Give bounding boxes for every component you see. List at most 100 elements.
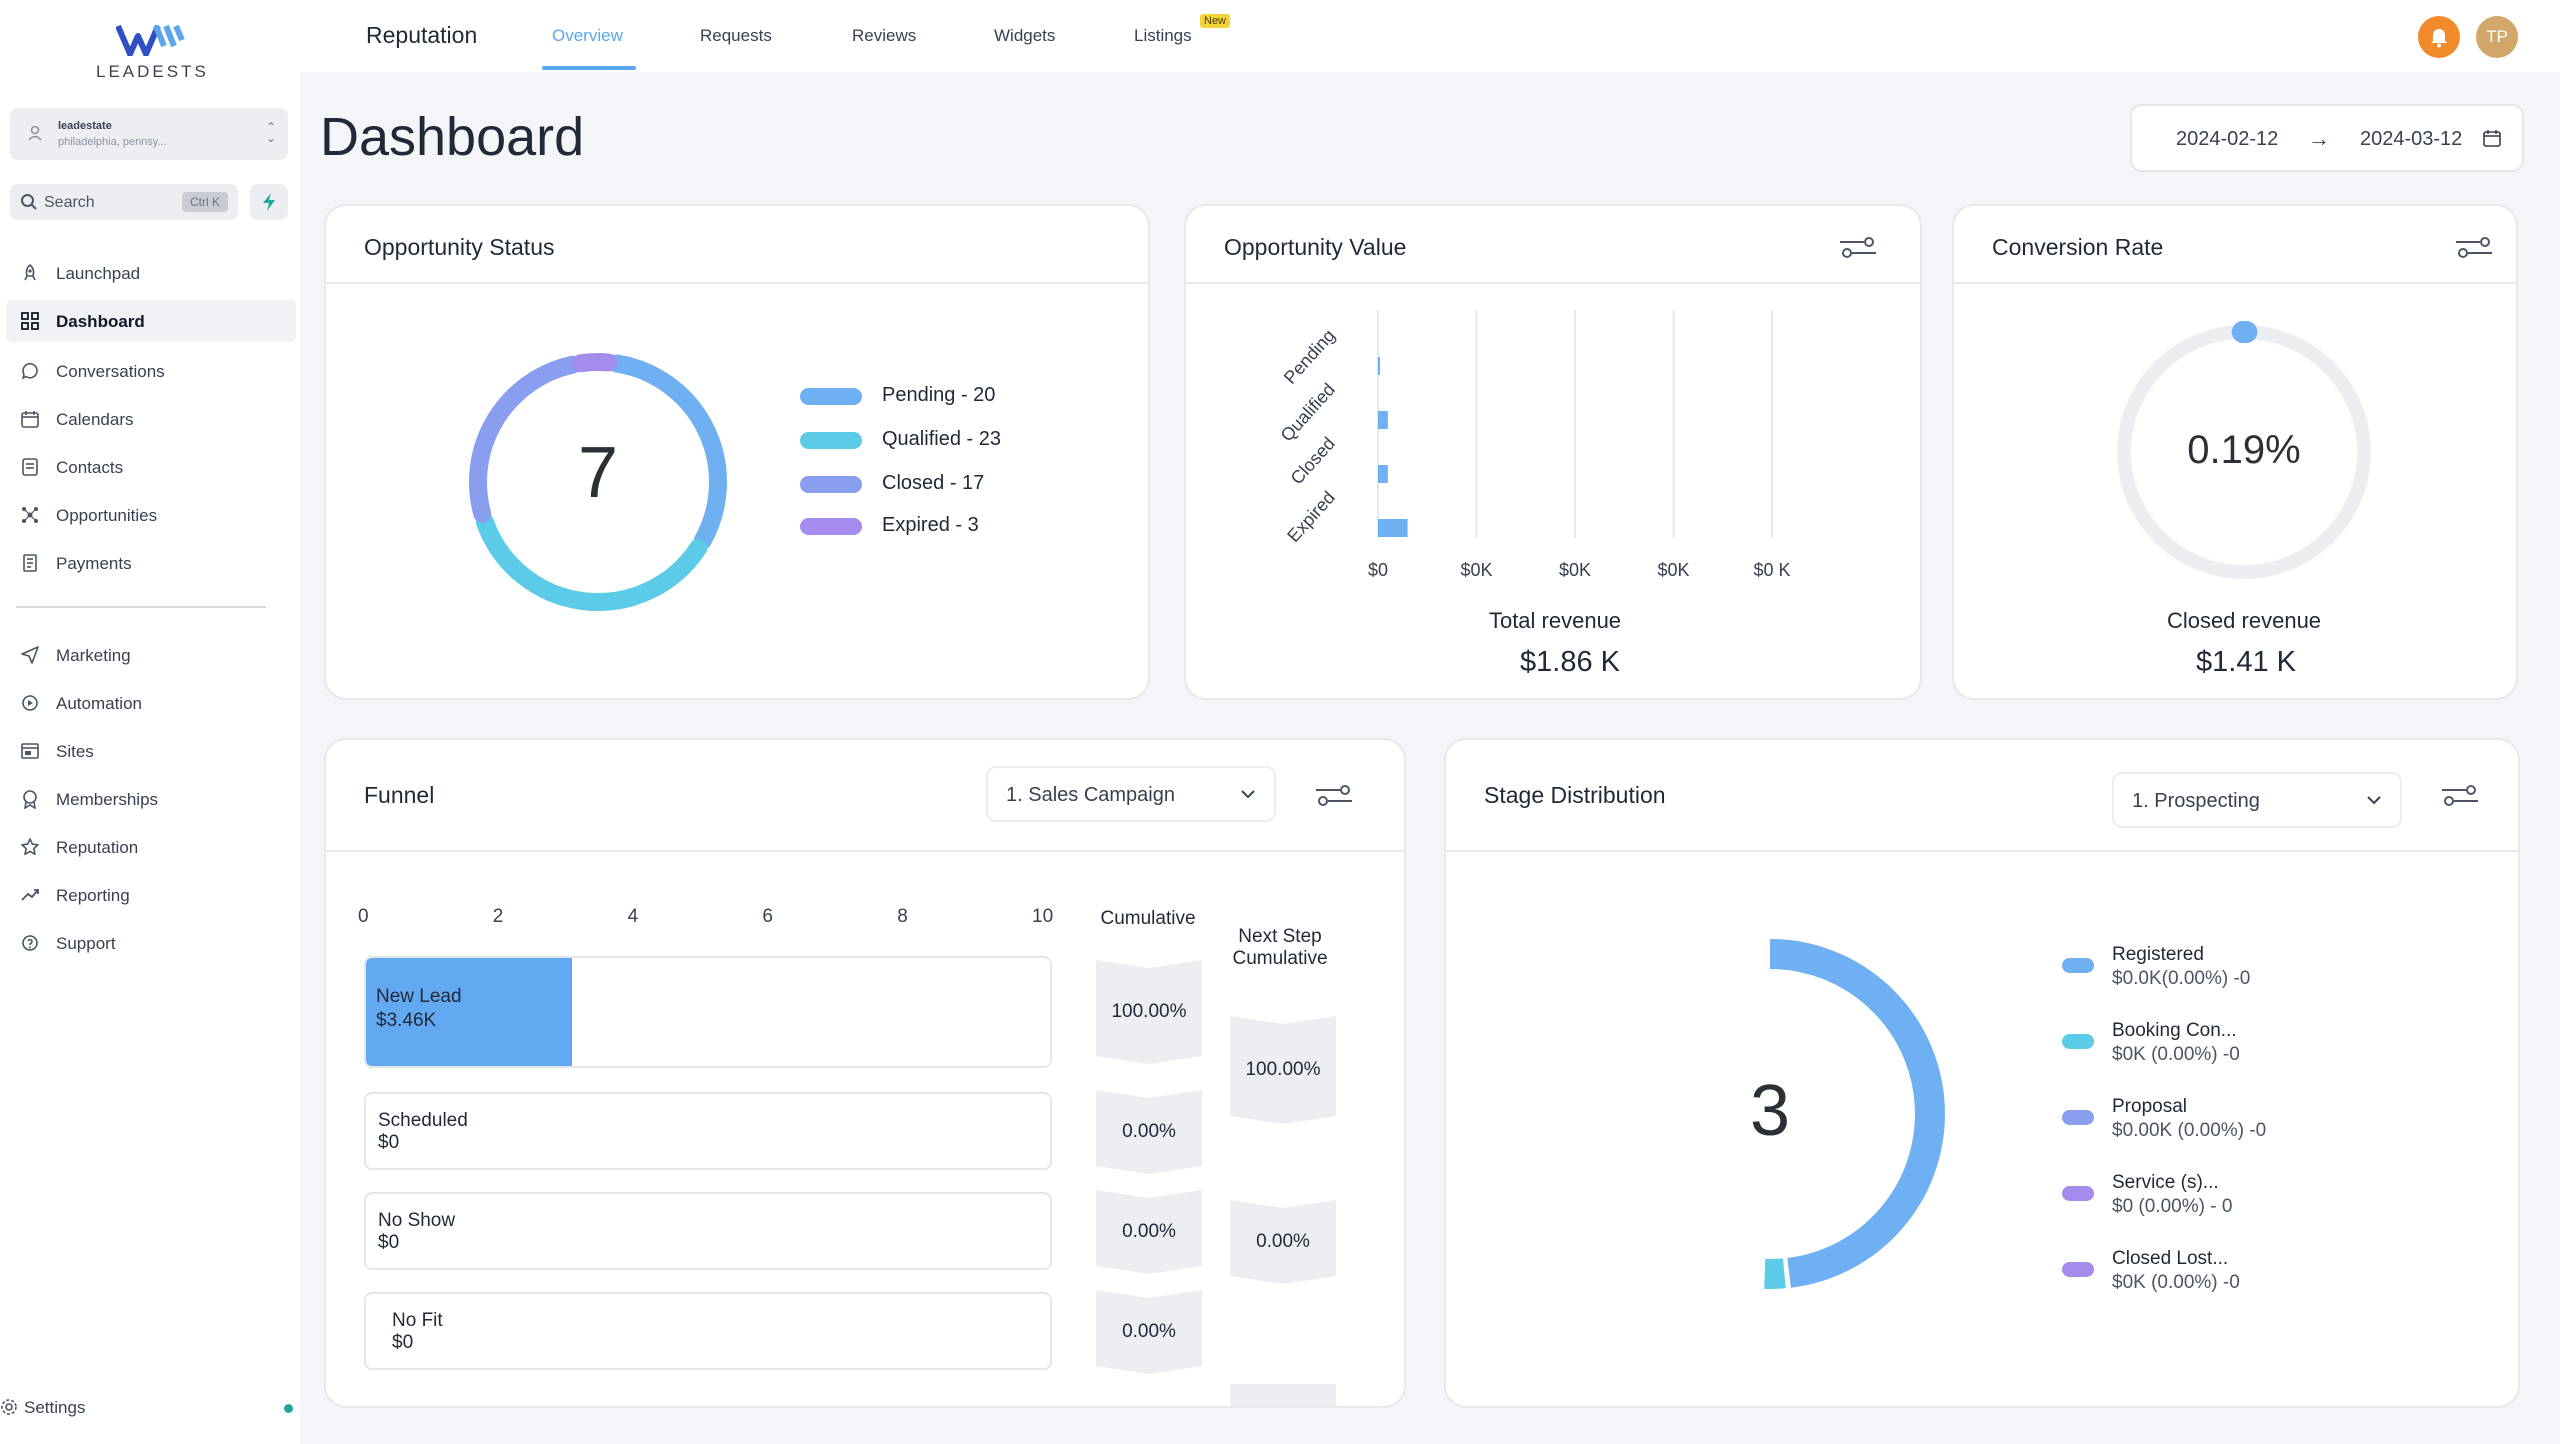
donut-slice-qualified[interactable] <box>475 512 708 611</box>
search-input[interactable]: Search Ctrl K <box>10 184 238 220</box>
sidebar-item-launchpad[interactable]: Launchpad <box>6 252 296 294</box>
cumulative-header: Cumulative <box>1100 908 1196 929</box>
avatar[interactable]: TP <box>2476 16 2518 58</box>
cumulative-cell: 0.00% <box>1096 1190 1202 1274</box>
automation-icon <box>22 695 38 711</box>
date-end: 2024-03-12 <box>2360 128 2463 150</box>
support-icon <box>22 935 38 951</box>
card-title: Funnel <box>364 782 435 808</box>
opportunities-icon <box>22 507 38 523</box>
x-tick-label: 10 <box>1032 906 1054 927</box>
sidebar-item-support[interactable]: Support <box>6 922 296 964</box>
card-header: Opportunity Status <box>326 206 1148 284</box>
sidebar-item-label: Calendars <box>56 410 134 429</box>
filter-icon[interactable] <box>2440 784 2480 808</box>
sidebar-item-calendars[interactable]: Calendars <box>6 398 296 440</box>
chevron-down-icon <box>2367 796 2381 805</box>
x-tick-label: $0 <box>1368 560 1388 580</box>
sidebar-item-memberships[interactable]: Memberships <box>6 778 296 820</box>
stage-distribution-donut <box>1764 939 1945 1289</box>
x-tick-label: $0K <box>1460 560 1492 580</box>
conversion-rate-donut <box>2117 321 2371 579</box>
logo[interactable]: LEADESTS <box>96 24 206 84</box>
sidebar-item-settings[interactable]: Settings <box>0 1390 300 1426</box>
sidebar-item-dashboard[interactable]: Dashboard <box>6 300 296 342</box>
tab-listings[interactable]: Listings <box>1134 26 1192 45</box>
send-icon <box>21 646 39 664</box>
bar-closed[interactable] <box>1378 465 1388 483</box>
tab-overview[interactable]: Overview <box>552 26 623 45</box>
logo-text: LEADESTS <box>96 62 209 81</box>
bar-pending[interactable] <box>1378 357 1380 375</box>
funnel-pipeline-select[interactable]: 1. Sales Campaign <box>986 766 1276 822</box>
filter-icon[interactable] <box>1838 236 1878 260</box>
stage-select[interactable]: 1. Prospecting <box>2112 772 2402 828</box>
opportunity-status-donut <box>469 353 727 611</box>
contacts-icon <box>22 458 38 476</box>
section-title: Reputation <box>366 22 478 48</box>
sidebar-item-label: Payments <box>56 554 132 573</box>
legend-detail: $0.00K (0.00%) -0 <box>2112 1120 2267 1141</box>
funnel-stage-value: $0 <box>392 1332 414 1353</box>
filter-icon[interactable] <box>1314 784 1354 808</box>
opportunity-status-card: Opportunity Status 7 Pending - 20 Qualif… <box>324 204 1150 700</box>
tab-widgets[interactable]: Widgets <box>994 26 1056 45</box>
filter-icon[interactable] <box>2454 236 2494 260</box>
card-title: Opportunity Status <box>364 234 555 260</box>
sidebar-item-label: Support <box>56 934 116 953</box>
badge-icon <box>23 790 37 809</box>
funnel-row[interactable]: No Fit $0 <box>364 1292 1052 1370</box>
search-shortcut: Ctrl K <box>182 192 228 212</box>
sidebar-item-opportunities[interactable]: Opportunities <box>6 494 296 536</box>
card-header: Stage Distribution 1. Prospecting <box>1446 740 2518 852</box>
search-icon <box>21 194 37 210</box>
tab-reviews[interactable]: Reviews <box>852 26 917 45</box>
quick-actions-button[interactable] <box>250 184 288 220</box>
next-step-cell: 0.00% <box>1230 1200 1336 1284</box>
payments-icon <box>23 554 37 572</box>
funnel-row[interactable]: Scheduled $0 <box>364 1092 1052 1170</box>
sidebar-item-payments[interactable]: Payments <box>6 542 296 584</box>
cumulative-value: 0.00% <box>1122 1321 1176 1342</box>
legend-detail: $0K (0.00%) -0 <box>2112 1272 2240 1293</box>
stage-distribution-card: Stage Distribution 1. Prospecting 3 Regi… <box>1444 738 2520 1408</box>
sidebar-item-reporting[interactable]: Reporting <box>6 874 296 916</box>
sidebar-item-label: Marketing <box>56 646 131 665</box>
bar-expired[interactable] <box>1378 519 1408 537</box>
closed-revenue-label: Closed revenue <box>2166 608 2322 633</box>
sidebar-item-marketing[interactable]: Marketing <box>6 634 296 676</box>
legend-detail: $0 (0.00%) - 0 <box>2112 1196 2233 1217</box>
bolt-icon <box>263 193 275 211</box>
gear-icon <box>1 1399 17 1415</box>
x-tick-label: 0 <box>358 906 369 927</box>
cumulative-chevron <box>1096 1090 1202 1174</box>
funnel-stage-name: New Lead <box>376 986 462 1007</box>
donut-slice-expired[interactable] <box>571 353 618 373</box>
sidebar-item-contacts[interactable]: Contacts <box>6 446 296 488</box>
next-step-chevron <box>1230 1016 1336 1124</box>
tab-requests[interactable]: Requests <box>700 26 772 45</box>
legend-label: Expired - 3 <box>882 514 979 536</box>
notifications-button[interactable] <box>2418 16 2460 58</box>
funnel-row[interactable]: New Lead $3.46K <box>364 956 1052 1068</box>
bar-qualified[interactable] <box>1378 411 1388 429</box>
select-value: 1. Prospecting <box>2132 790 2260 812</box>
sidebar-item-label: Automation <box>56 694 142 713</box>
donut-slice-pending[interactable] <box>607 354 727 550</box>
donut-slice-1[interactable] <box>1764 1258 1786 1289</box>
sidebar-item-reputation[interactable]: Reputation <box>6 826 296 868</box>
funnel-row[interactable]: No Show $0 <box>364 1192 1052 1270</box>
new-badge: New <box>1200 14 1231 28</box>
page-title: Dashboard <box>320 107 585 167</box>
card-title: Stage Distribution <box>1484 782 1666 808</box>
date-range-picker[interactable]: 2024-02-12 → 2024-03-12 <box>2130 104 2524 172</box>
sidebar-item-conversations[interactable]: Conversations <box>6 350 296 392</box>
cumulative-value: 100.00% <box>1111 1001 1187 1022</box>
donut-slice-closed[interactable] <box>469 355 582 523</box>
sidebar-item-automation[interactable]: Automation <box>6 682 296 724</box>
account-switcher[interactable]: leadestate philadelphia, pennsy... ⌃ ⌄ <box>10 108 288 160</box>
donut-slice-0[interactable] <box>1769 939 1945 1288</box>
sidebar-item-sites[interactable]: Sites <box>6 730 296 772</box>
status-dot <box>284 1404 293 1413</box>
legend-label: Closed - 17 <box>882 472 985 494</box>
